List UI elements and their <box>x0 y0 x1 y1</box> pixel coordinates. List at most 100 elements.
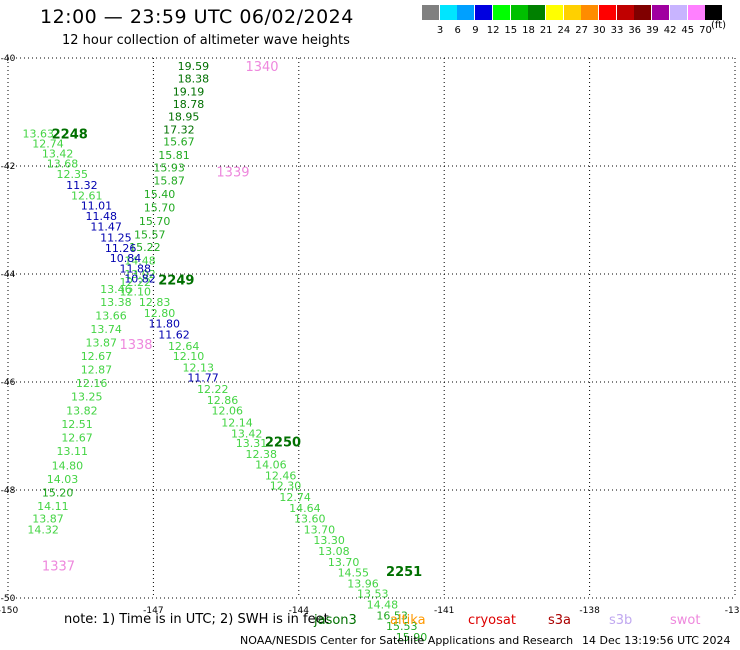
data-point-label: 15.22 <box>129 241 161 254</box>
data-point-label: 13.38 <box>100 296 132 309</box>
data-point-label: 14.48 <box>124 255 156 268</box>
color-scale-swatch <box>492 5 510 20</box>
x-tick-label: -147 <box>143 606 163 616</box>
data-point-label: 19.19 <box>173 85 205 98</box>
pass-label: 1339 <box>216 165 249 180</box>
data-point-label: 19.59 <box>178 60 210 73</box>
data-point-label: 16.53 <box>376 609 408 622</box>
page-title: 12:00 — 23:59 UTC 06/02/2024 <box>40 6 354 28</box>
data-point-label: 14.55 <box>338 567 370 580</box>
pass-label: 2250 <box>265 435 301 450</box>
data-point-label: 18.78 <box>173 98 205 111</box>
color-scale-label: 21 <box>539 25 553 36</box>
data-point-label: 12.30 <box>270 480 302 493</box>
data-point-label: 13.02 <box>124 268 156 281</box>
data-point-label: 13.66 <box>95 310 127 323</box>
pass-label: 1338 <box>119 338 152 353</box>
data-point-label: 15.70 <box>139 215 171 228</box>
x-tick-label: -144 <box>289 606 310 616</box>
data-point-label: 18.95 <box>168 110 200 123</box>
data-point-label: 12.61 <box>71 190 103 203</box>
data-point-label: 15.53 <box>386 620 418 633</box>
color-scale-swatch <box>652 5 670 20</box>
footer-note: note: 1) Time is in UTC; 2) SWH is in fe… <box>64 612 329 627</box>
data-point-label: 15.67 <box>163 136 195 149</box>
data-point-label: 11.62 <box>158 328 190 341</box>
color-scale-label: 30 <box>592 25 606 36</box>
data-point-label: 11.01 <box>81 199 113 212</box>
data-point-label: 12.46 <box>265 469 297 482</box>
y-tick-label: -42 <box>1 162 16 172</box>
data-point-label: 10.82 <box>124 272 156 285</box>
color-scale-label: 42 <box>663 25 677 36</box>
color-scale-swatch <box>599 5 616 20</box>
data-point-label: 12.64 <box>168 340 200 353</box>
data-point-label: 15.57 <box>134 229 166 242</box>
data-point-label: 12.14 <box>221 417 253 430</box>
x-tick-label: -138 <box>579 606 600 616</box>
data-point-label: 15.93 <box>153 162 185 175</box>
data-point-label: 12.10 <box>119 285 150 298</box>
data-point-label: 13.82 <box>66 405 98 418</box>
data-point-label: 14.06 <box>255 459 287 472</box>
data-point-label: 15.20 <box>42 487 74 500</box>
y-tick-label: -50 <box>1 594 16 604</box>
data-point-label: 12.22 <box>197 383 229 396</box>
color-scale-swatch <box>669 5 687 20</box>
data-point-label: 17.32 <box>163 123 195 136</box>
x-tick-label: -141 <box>434 606 454 616</box>
data-point-label: 11.80 <box>149 318 181 331</box>
data-point-label: 11.26 <box>105 242 137 255</box>
satellite-legend-item: jason3 <box>314 613 357 628</box>
data-point-label: 12.80 <box>144 307 176 320</box>
data-point-label: 13.08 <box>318 545 350 558</box>
data-point-label: 14.32 <box>27 523 58 536</box>
data-point-label: 13.70 <box>328 556 360 569</box>
color-scale-label: 27 <box>575 25 588 36</box>
color-scale-swatch <box>581 5 599 20</box>
data-point-label: 12.06 <box>212 405 244 418</box>
color-scale-label: 18 <box>522 25 535 36</box>
data-point-label: 13.96 <box>347 577 379 590</box>
color-scale-label: 15 <box>504 25 518 36</box>
data-point-label: 12.83 <box>139 296 171 309</box>
satellite-legend-item: s3b <box>609 613 633 628</box>
y-tick-label: -44 <box>1 270 16 280</box>
data-point-label: 13.31 <box>236 437 268 450</box>
data-point-label: 11.32 <box>66 179 98 192</box>
color-scale-label: 70 <box>699 25 712 36</box>
data-point-label: 11.47 <box>90 220 122 233</box>
data-point-label: 12.38 <box>245 448 277 461</box>
color-scale-swatch <box>528 5 546 20</box>
data-point-label: 13.87 <box>32 513 64 526</box>
pass-label: 1337 <box>42 560 75 575</box>
data-point-label: 13.68 <box>47 157 78 170</box>
color-scale-unit: (ft) <box>711 20 727 31</box>
data-point-label: 14.64 <box>289 502 321 515</box>
data-point-label: 13.74 <box>90 323 122 336</box>
satellite-legend-item: altika <box>390 613 426 628</box>
data-point-label: 15.81 <box>158 149 190 162</box>
y-tick-label: -40 <box>1 54 16 64</box>
pass-label: 1340 <box>245 60 278 75</box>
data-point-label: 13.11 <box>56 445 88 458</box>
data-point-label: 13.87 <box>86 337 118 350</box>
color-scale-label: 36 <box>628 25 642 36</box>
data-point-label: 12.16 <box>76 377 108 390</box>
data-point-label: 12.86 <box>207 394 239 407</box>
data-point-label: 12.87 <box>81 364 113 377</box>
data-point-label: 12.13 <box>182 361 214 374</box>
color-scale-swatch <box>475 5 493 20</box>
color-scale-label: 6 <box>454 25 461 36</box>
color-scale-label: 33 <box>610 25 624 36</box>
data-point-label: 11.25 <box>100 231 132 244</box>
y-tick-label: -46 <box>1 378 16 388</box>
pass-label: 2251 <box>386 565 422 580</box>
data-point-label: 15.40 <box>144 188 176 201</box>
color-scale-label: 12 <box>486 25 500 36</box>
pass-label: 2248 <box>52 128 88 143</box>
data-point-label: 11.77 <box>187 372 219 385</box>
data-point-label: 13.25 <box>71 391 103 404</box>
data-point-label: 13.70 <box>304 523 336 536</box>
